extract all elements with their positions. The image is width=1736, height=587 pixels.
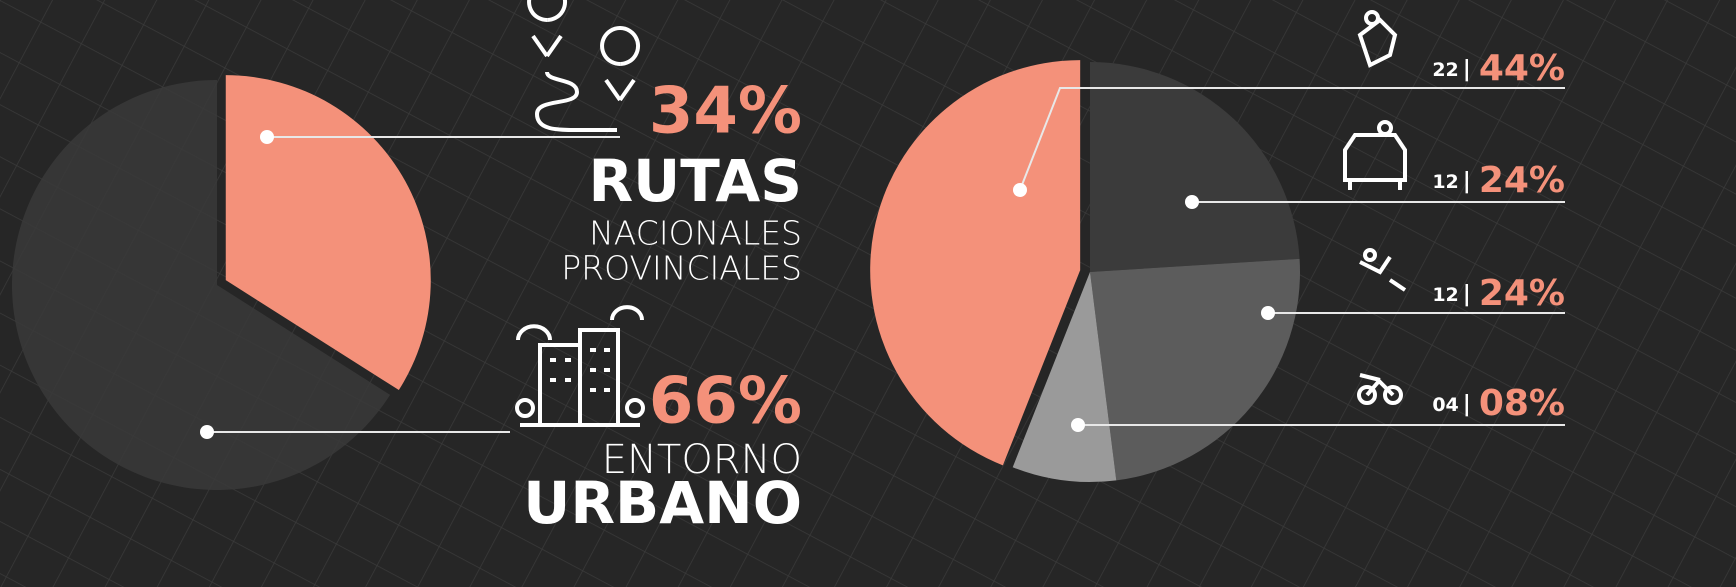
- count-label: 22: [1432, 59, 1458, 81]
- accident-icons: [1343, 10, 1407, 405]
- separator: |: [1463, 282, 1471, 307]
- pie-slice: [1090, 62, 1300, 272]
- percent-label: 66%: [649, 365, 802, 439]
- leader-line: [1019, 87, 1565, 191]
- percent-label: 24%: [1479, 273, 1565, 314]
- leader-dot: [1071, 418, 1085, 432]
- percent-label: 44%: [1479, 48, 1565, 89]
- percent-label: 08%: [1479, 383, 1565, 424]
- leader-dot: [1185, 195, 1199, 209]
- value-label: 04 | 08%: [1432, 383, 1565, 424]
- pie-slice: [1012, 272, 1117, 482]
- count-label: 04: [1432, 394, 1458, 416]
- city-icon: [515, 305, 645, 427]
- category-label: ENTORNO: [602, 437, 802, 483]
- leader-dot: [200, 425, 214, 439]
- value-label: 12 | 24%: [1432, 273, 1565, 314]
- leader-dot: [1261, 306, 1275, 320]
- category-label: URBANO: [523, 469, 802, 537]
- pie-slice: [225, 75, 431, 391]
- separator: |: [1463, 57, 1471, 82]
- category-label: NACIONALES: [589, 214, 802, 253]
- pie-slice: [870, 60, 1081, 466]
- percent-label: 34%: [649, 75, 802, 149]
- percent-label: 24%: [1479, 160, 1565, 201]
- category-label: PROVINCIALES: [561, 249, 802, 288]
- route-icon: [527, 0, 641, 132]
- pies: [11, 60, 1565, 490]
- count-label: 12: [1432, 284, 1458, 306]
- value-label: 22 | 44%: [1432, 48, 1565, 89]
- pie-slice: [11, 80, 391, 490]
- count-label: 12: [1432, 171, 1458, 193]
- leader-dot: [260, 130, 274, 144]
- value-label: 12 | 24%: [1432, 160, 1565, 201]
- separator: |: [1463, 392, 1471, 417]
- leader-dot: [1013, 183, 1027, 197]
- category-label: RUTAS: [589, 147, 802, 215]
- separator: |: [1463, 169, 1471, 194]
